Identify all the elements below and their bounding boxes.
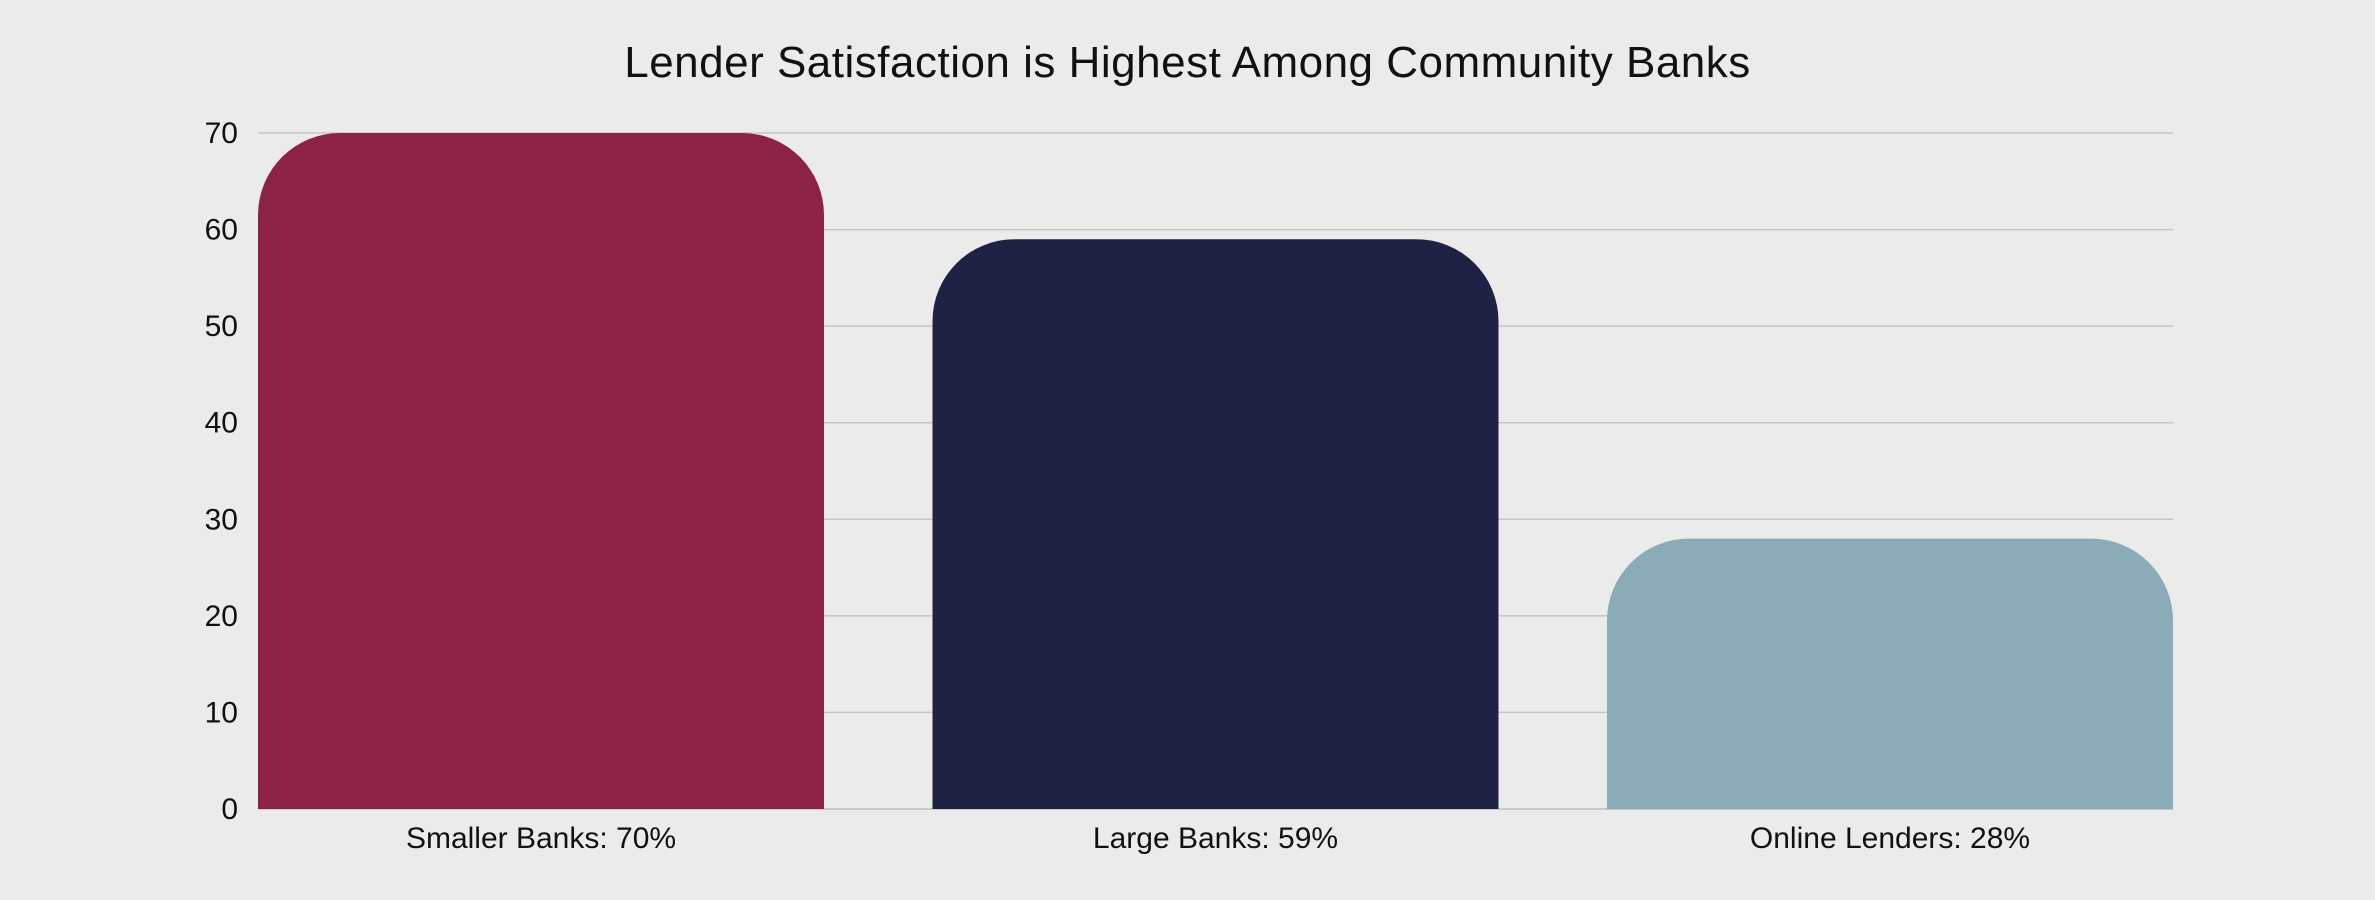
y-tick-label: 20 [205, 600, 238, 633]
bar-2 [932, 239, 1499, 809]
bars [258, 133, 2173, 809]
chart-title: Lender Satisfaction is Highest Among Com… [624, 38, 1751, 87]
y-tick-label: 30 [205, 503, 238, 536]
bar-1 [258, 133, 824, 809]
x-category-label: Large Banks: 59% [1093, 822, 1338, 855]
y-tick-label: 50 [205, 310, 238, 343]
bar-3 [1607, 538, 2173, 809]
x-category-label: Online Lenders: 28% [1750, 822, 2030, 855]
y-tick-label: 0 [221, 793, 238, 826]
x-category-label: Smaller Banks: 70% [406, 822, 676, 855]
y-tick-label: 70 [205, 117, 238, 150]
y-axis-ticks: 0 10 20 30 40 50 60 70 [205, 117, 238, 826]
y-tick-label: 60 [205, 214, 238, 247]
x-axis-labels: Smaller Banks: 70% Large Banks: 59% Online… [406, 822, 2030, 855]
y-tick-label: 10 [205, 696, 238, 729]
y-tick-label: 40 [205, 407, 238, 440]
